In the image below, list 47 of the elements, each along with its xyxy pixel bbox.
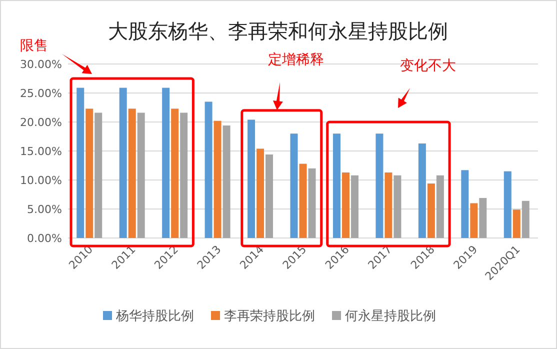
bar [119,88,127,238]
legend-label: 何永星持股比例 [345,308,436,324]
bar [180,112,188,238]
bar [128,108,136,238]
y-tick-label: 5.00% [27,203,62,216]
bar [350,175,358,238]
bar [137,112,145,238]
bar [308,168,316,238]
bar [266,154,274,238]
bar [299,164,307,238]
y-tick-label: 25.00% [20,87,62,100]
bar [290,134,298,238]
annotation: 变化不大 [400,58,456,74]
bar [376,134,384,238]
bar [171,108,179,238]
bar [342,172,350,238]
bar [86,108,94,238]
bar [512,210,520,238]
bar [461,170,469,238]
legend-label: 李再荣持股比例 [224,309,315,324]
chart-title: 大股东杨华、李再荣和何永星持股比例 [108,19,448,43]
bar [427,183,435,238]
bar [222,125,230,238]
bar [479,198,487,238]
y-tick-label: 20.00% [20,116,62,129]
bar [470,203,478,238]
bar [436,175,444,238]
bar [418,143,426,238]
bar [256,148,264,238]
bar [204,102,212,238]
bar [522,200,530,238]
bar [162,88,170,238]
bar [384,172,392,238]
y-tick-label: 10.00% [20,174,62,187]
bar [76,88,84,238]
bar [94,112,102,238]
y-tick-label: 0.00% [27,232,62,245]
bar [332,134,340,238]
bar [504,171,512,238]
y-tick-label: 15.00% [20,145,62,158]
annotation: 定增稀释 [268,52,324,68]
bar [214,120,222,238]
text: 限售 [20,38,48,54]
legend-label: 杨华持股比例 [115,309,194,324]
y-tick-label: 30.00% [20,58,62,71]
bar [394,175,402,238]
bar [248,120,256,238]
